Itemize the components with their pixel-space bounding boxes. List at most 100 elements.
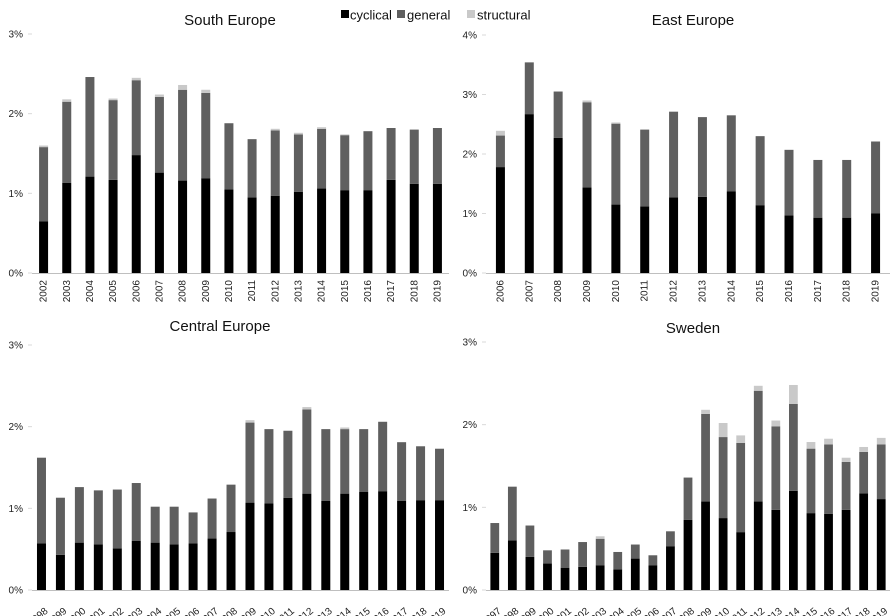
bar-cyclical [718, 518, 728, 590]
chart-title: Sweden [666, 320, 720, 337]
bar-general [560, 549, 570, 568]
bar-general [701, 413, 710, 502]
bar-structural [789, 384, 798, 404]
bar-structural [876, 437, 886, 445]
bar-structural [824, 438, 833, 445]
bar-structural [669, 111, 679, 112]
bar-general [226, 484, 236, 533]
y-tick-label: 2% [463, 150, 478, 161]
bar-cyclical [178, 180, 188, 273]
bar-general [582, 102, 592, 188]
x-tick-label: 2003 [585, 606, 609, 616]
y-tick-label: 1% [463, 503, 478, 514]
bar-general [74, 487, 84, 543]
x-tick-label: 2006 [178, 606, 202, 616]
bar-general [595, 538, 605, 566]
x-tick-label: 2018 [405, 606, 429, 616]
bar-cyclical [490, 552, 500, 590]
bar-general [340, 429, 350, 494]
bar-cyclical [270, 195, 280, 273]
bar-cyclical [630, 558, 640, 590]
bar-general [697, 117, 707, 197]
bar-cyclical [613, 569, 623, 590]
bar-cyclical [359, 492, 369, 590]
x-tick-label: 2001 [550, 606, 574, 616]
bar-cyclical [283, 497, 293, 590]
bar-cyclical [525, 556, 535, 590]
bar-structural [178, 84, 188, 90]
legend: cyclical general structural [341, 8, 531, 23]
bar-general [640, 129, 650, 207]
bar-structural [611, 122, 621, 124]
bar-cyclical [806, 513, 816, 590]
bar-general [435, 448, 445, 501]
x-tick-label: 2007 [154, 280, 165, 303]
bar-structural [595, 536, 605, 539]
x-tick-label: 2010 [224, 280, 235, 303]
bar-cyclical [397, 500, 407, 590]
bar-cyclical [224, 189, 234, 273]
bar-structural [154, 94, 164, 97]
bar-general [245, 422, 255, 503]
bar-general [154, 96, 164, 173]
bar-structural [131, 77, 141, 81]
x-tick-label: 2017 [386, 280, 397, 303]
x-tick-label: 2015 [349, 606, 373, 616]
bar-general [201, 92, 211, 179]
x-tick-label: 2016 [363, 280, 374, 303]
x-tick-label: 2005 [159, 606, 183, 616]
x-tick-label: 1999 [45, 606, 69, 616]
bar-general [247, 139, 257, 198]
bar-general [340, 135, 350, 191]
chart-panel: Sweden0%1%2%3%19971998199920002001200220… [463, 320, 891, 616]
x-tick-label: 2018 [842, 280, 853, 303]
bar-general [378, 421, 388, 492]
bar-general [416, 446, 426, 501]
bar-general [771, 426, 781, 510]
bar-general [669, 111, 679, 198]
bar-cyclical [150, 542, 160, 590]
bar-cyclical [582, 187, 592, 273]
legend-label-general: general [407, 8, 450, 23]
x-tick-label: 2010 [611, 280, 622, 303]
bar-cyclical [247, 197, 257, 273]
bar-general [178, 89, 188, 181]
bar-cyclical [302, 493, 312, 590]
x-tick-label: 2018 [409, 280, 420, 303]
bar-structural [582, 100, 592, 103]
bar-cyclical [74, 542, 84, 590]
x-tick-label: 2002 [567, 606, 591, 616]
bar-cyclical [876, 499, 886, 590]
y-tick-label: 3% [463, 90, 478, 101]
bar-general [859, 451, 869, 494]
bar-cyclical [784, 215, 794, 273]
bar-cyclical [416, 500, 426, 590]
bar-general [726, 115, 736, 192]
bar-cyclical [108, 179, 118, 273]
bar-general [317, 128, 327, 189]
bar-cyclical [524, 114, 534, 273]
x-tick-label: 2013 [293, 280, 304, 303]
bar-general [207, 498, 217, 539]
x-tick-label: 2011 [247, 280, 258, 302]
bar-general [813, 159, 823, 218]
bar-cyclical [755, 205, 765, 273]
x-tick-label: 2000 [64, 606, 88, 616]
bar-cyclical [154, 172, 164, 273]
bar-general [321, 429, 331, 501]
bar-structural [293, 132, 303, 135]
x-tick-label: 1999 [515, 606, 539, 616]
bar-general [524, 62, 534, 115]
bar-cyclical [669, 197, 679, 273]
bar-general [648, 555, 658, 566]
bar-general [302, 409, 312, 494]
y-tick-label: 1% [463, 209, 478, 220]
bar-general [112, 489, 122, 549]
bar-general [543, 550, 552, 564]
bar-cyclical [666, 546, 675, 590]
y-tick-label: 0% [9, 586, 24, 597]
bar-cyclical [363, 190, 373, 273]
chart-title: Central Europe [170, 318, 271, 335]
x-tick-label: 2016 [784, 280, 795, 303]
x-tick-label: 2019 [424, 606, 448, 616]
